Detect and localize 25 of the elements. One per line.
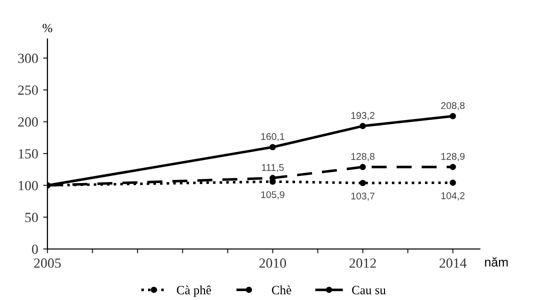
data-label: 128,9 <box>441 152 465 162</box>
y-tick-label: 0 <box>32 244 38 254</box>
y-tick-label: 50 <box>25 212 38 222</box>
y-axis-title: % <box>42 24 52 32</box>
data-label: 208,8 <box>441 102 465 110</box>
data-label: 103,7 <box>351 192 374 201</box>
y-tick-label: 200 <box>18 117 38 127</box>
legend-label: Chè <box>272 286 292 294</box>
data-label: 111,5 <box>262 164 284 172</box>
data-label: 193,2 <box>351 112 374 120</box>
x-tick-label: 2012 <box>349 258 376 268</box>
data-label: 128,8 <box>351 153 374 162</box>
data-label: 105,9 <box>261 191 284 200</box>
legend-label: Cau su <box>352 286 386 294</box>
x-tick-label: 2005 <box>34 258 61 268</box>
y-tick-label: 150 <box>18 149 38 158</box>
y-tick-label: 250 <box>18 85 38 95</box>
y-tick-label: 100 <box>18 180 38 190</box>
data-label: 160,1 <box>261 133 284 142</box>
x-axis-title: năm <box>485 257 508 267</box>
legend-label: Cà phê <box>176 286 211 297</box>
data-label: 104,2 <box>441 192 465 200</box>
y-tick-label: 300 <box>18 54 38 64</box>
x-tick-label: 2014 <box>440 258 467 268</box>
x-tick-label: 2010 <box>259 258 286 268</box>
